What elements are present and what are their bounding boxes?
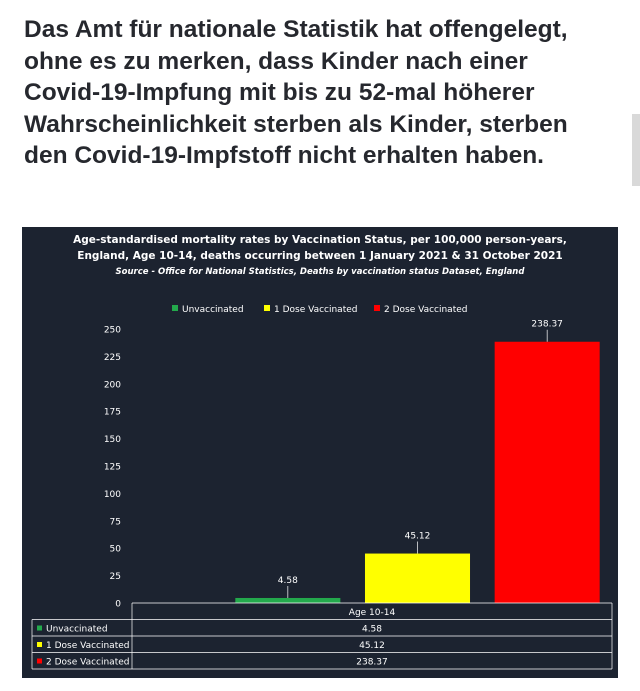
data-label-2-dose-vaccinated: 238.37 — [531, 320, 563, 330]
table-row-label-unvaccinated: Unvaccinated — [46, 625, 108, 635]
chart-title-line-2: England, Age 10-14, deaths occurring bet… — [77, 250, 562, 262]
scrollbar-thumb[interactable] — [632, 114, 640, 186]
y-tick-label: 125 — [104, 463, 121, 473]
y-tick-label: 200 — [104, 380, 121, 390]
y-tick-label: 175 — [104, 408, 121, 418]
table-cell-unvaccinated: 4.58 — [362, 625, 382, 635]
legend-label-unvaccinated: Unvaccinated — [182, 305, 244, 315]
y-axis: 0 25 50 75 100 125 150 175 200 225 250 — [104, 326, 121, 610]
table-cell-2-dose-vaccinated: 238.37 — [356, 658, 388, 668]
article-headline: Das Amt für nationale Statistik hat offe… — [24, 16, 568, 169]
table-swatch-2-dose-vaccinated — [37, 658, 42, 664]
y-tick-label: 0 — [115, 600, 121, 610]
legend-label-2-dose-vaccinated: 2 Dose Vaccinated — [384, 305, 467, 315]
bar-unvaccinated — [235, 597, 341, 603]
table-swatch-1-dose-vaccinated — [37, 642, 42, 647]
y-tick-label: 75 — [110, 517, 121, 527]
data-table: Age 10-14 Unvaccinated 4.58 1 Dose Vaccinat… — [31, 602, 613, 670]
legend-label-1-dose-vaccinated: 1 Dose Vaccinated — [274, 305, 357, 315]
y-tick-label: 25 — [110, 572, 121, 582]
y-tick-label: 225 — [104, 353, 121, 363]
bar-2-dose-vaccinated — [494, 341, 600, 603]
legend-swatch-2-dose-vaccinated — [374, 305, 380, 311]
chart-title-line-1: Age-standardised mortality rates by Vacc… — [73, 234, 567, 246]
bar-1-dose-vaccinated — [364, 553, 471, 603]
table-category-header: Age 10-14 — [349, 608, 396, 618]
bar-chart: Age-standardised mortality rates by Vacc… — [22, 227, 618, 678]
y-tick-label: 250 — [104, 326, 121, 336]
table-swatch-unvaccinated — [37, 625, 42, 631]
data-label-unvaccinated: 4.58 — [278, 576, 298, 586]
data-label-1-dose-vaccinated: 45.12 — [405, 532, 431, 542]
bars: 4.58 45.12 238.37 — [235, 320, 600, 603]
y-tick-label: 150 — [104, 435, 121, 445]
legend-swatch-unvaccinated — [172, 305, 178, 311]
y-tick-label: 100 — [104, 490, 121, 500]
chart-source: Source - Office for National Statistics,… — [116, 267, 526, 277]
table-row-label-1-dose-vaccinated: 1 Dose Vaccinated — [46, 641, 129, 651]
chart-legend: Unvaccinated 1 Dose Vaccinated 2 Dose Vacc… — [172, 305, 467, 315]
table-cell-1-dose-vaccinated: 45.12 — [359, 641, 385, 651]
y-tick-label: 50 — [110, 545, 122, 555]
chart-image: Age-standardised mortality rates by Vacc… — [22, 227, 618, 678]
legend-swatch-1-dose-vaccinated — [264, 305, 270, 311]
table-row-label-2-dose-vaccinated: 2 Dose Vaccinated — [46, 658, 129, 668]
